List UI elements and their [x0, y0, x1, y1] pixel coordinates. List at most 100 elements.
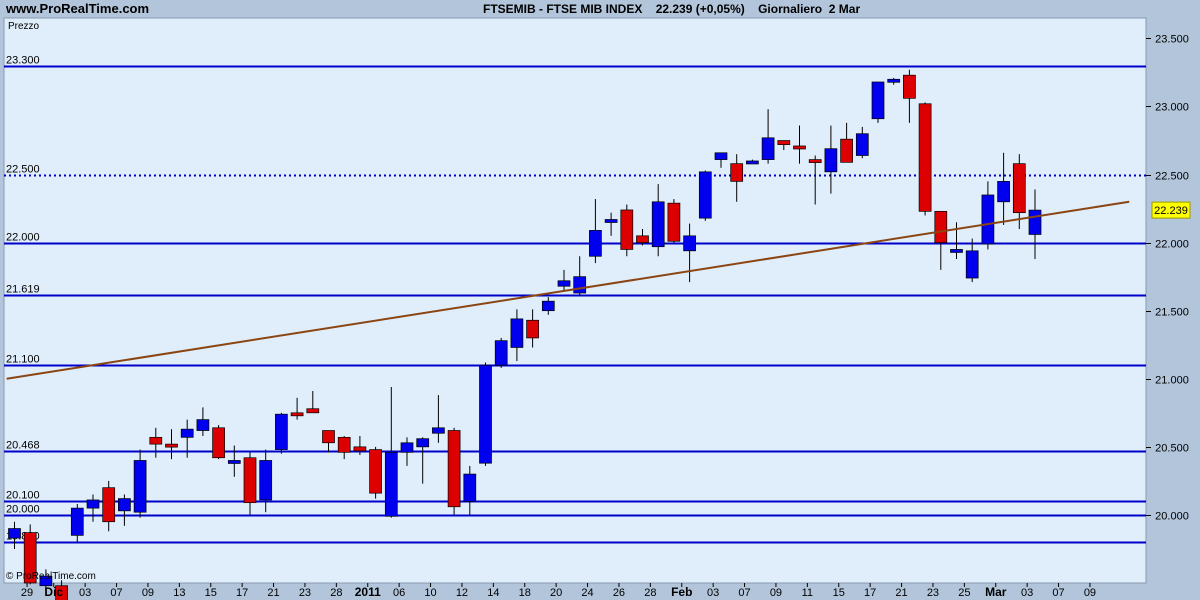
candle-body	[149, 436, 163, 445]
x-tick-label: Dic	[44, 585, 63, 599]
instrument-name: FTSEMIB - FTSE MIB INDEX	[483, 2, 643, 16]
candle-body	[871, 81, 885, 120]
level-label: 23.300	[6, 55, 40, 67]
candle-body	[447, 430, 461, 508]
x-tick-label: 09	[1084, 587, 1096, 599]
candle-body	[227, 460, 241, 464]
candle-body	[337, 436, 351, 453]
x-axis: 29 Dic 03 07 09 13 15 17 21 23 28 2011 06 10 12 14 18 20 2…	[21, 583, 1096, 599]
x-tick-label: 03	[707, 587, 719, 599]
x-tick-label: 28	[644, 587, 656, 599]
candle-body	[463, 473, 477, 502]
y-axis-ticks: 20.000 20.500 21.000 21.500 22.000 22.500 23.0…	[1146, 34, 1189, 523]
panel-label: Prezzo	[8, 21, 40, 32]
x-tick-label: 15	[833, 587, 845, 599]
x-tick-label: 20	[550, 587, 562, 599]
candle-body	[777, 140, 791, 145]
candle-body	[667, 202, 681, 242]
x-tick-label: 2011	[355, 585, 381, 599]
x-tick-label: Feb	[671, 585, 692, 599]
candle-body	[557, 280, 571, 287]
candle-body	[573, 276, 587, 294]
candle-body	[23, 532, 37, 584]
y-tick-label: 22.000	[1155, 239, 1189, 251]
last-price-badge-box	[1151, 201, 1191, 219]
candle-body	[8, 528, 21, 539]
x-tick-label: 09	[770, 587, 782, 599]
x-tick-label: 07	[738, 587, 750, 599]
x-tick-label: 29	[21, 587, 33, 599]
candle-body	[1028, 209, 1042, 235]
period-label: Giornaliero 2 Mar	[758, 2, 861, 16]
candle-body	[479, 364, 492, 464]
y-tick-label: 20.500	[1155, 443, 1189, 455]
level-label: 21.100	[6, 354, 40, 366]
candle-body	[950, 249, 963, 253]
candle-body	[589, 230, 602, 257]
candle-body	[322, 430, 335, 444]
x-tick-label: 12	[456, 587, 468, 599]
x-tick-label: 03	[79, 587, 91, 599]
candle-body	[259, 460, 273, 501]
candle-body	[243, 457, 257, 504]
candle-body	[384, 451, 398, 517]
candle-body	[1012, 163, 1026, 214]
x-tick-label: 24	[581, 587, 593, 599]
level-label: 20.100	[6, 490, 40, 502]
candle-body	[887, 78, 901, 83]
candle-body	[541, 300, 555, 312]
x-tick-label: 06	[393, 587, 405, 599]
site-link[interactable]: www.ProRealTime.com	[6, 1, 150, 16]
x-tick-label: 25	[958, 587, 970, 599]
x-tick-label: 10	[424, 587, 436, 599]
x-tick-label: 28	[330, 587, 342, 599]
level-label: 22.000	[6, 232, 40, 244]
candle-body	[526, 319, 539, 339]
x-tick-label: 13	[173, 587, 185, 599]
candle-body	[824, 148, 838, 173]
y-tick-label: 21.500	[1155, 307, 1189, 319]
candle-body	[604, 219, 618, 223]
candle-body	[714, 152, 728, 160]
x-tick-label: 07	[1052, 587, 1064, 599]
last-price: 22.239 (+0,05%)	[655, 2, 745, 16]
candle-body	[196, 419, 210, 431]
y-tick-label: 23.000	[1155, 102, 1189, 114]
candle-body	[306, 408, 320, 414]
x-tick-label: 17	[236, 587, 248, 599]
candle-body	[432, 427, 445, 434]
x-tick-label: 21	[895, 587, 907, 599]
x-tick-label: 18	[519, 587, 531, 599]
x-tick-label: 15	[205, 587, 217, 599]
candle-body	[70, 507, 84, 536]
candle-body	[86, 499, 100, 509]
candle-body	[400, 442, 414, 453]
candle-body	[730, 163, 744, 182]
x-tick-label: 14	[487, 587, 499, 599]
candle-body	[651, 201, 665, 248]
candle-body	[855, 133, 869, 156]
x-tick-label: 03	[1021, 587, 1033, 599]
candle-body	[683, 235, 696, 252]
trendline	[6, 200, 1130, 380]
copyright: © ProRealTime.com	[6, 571, 96, 582]
candle-body	[981, 194, 995, 245]
level-label: 20.468	[6, 440, 40, 452]
y-tick-label: 23.500	[1155, 34, 1189, 46]
x-tick-label: 07	[110, 587, 122, 599]
plot-area	[3, 17, 1147, 584]
candle-body	[118, 498, 131, 512]
x-tick-label: 23	[299, 587, 311, 599]
candle-body	[997, 181, 1010, 203]
candle-body	[133, 460, 147, 513]
candle-body	[494, 340, 508, 366]
candle-body	[369, 449, 382, 494]
chart-title: FTSEMIB - FTSE MIB INDEX 22.239 (+0,05%)…	[483, 2, 860, 16]
x-tick-label: 23	[927, 587, 939, 599]
level-label: 22.500	[6, 164, 40, 176]
candle-body	[212, 427, 225, 459]
candle-body	[636, 235, 649, 243]
x-tick-label: 26	[613, 587, 625, 599]
candle-body	[965, 250, 979, 279]
